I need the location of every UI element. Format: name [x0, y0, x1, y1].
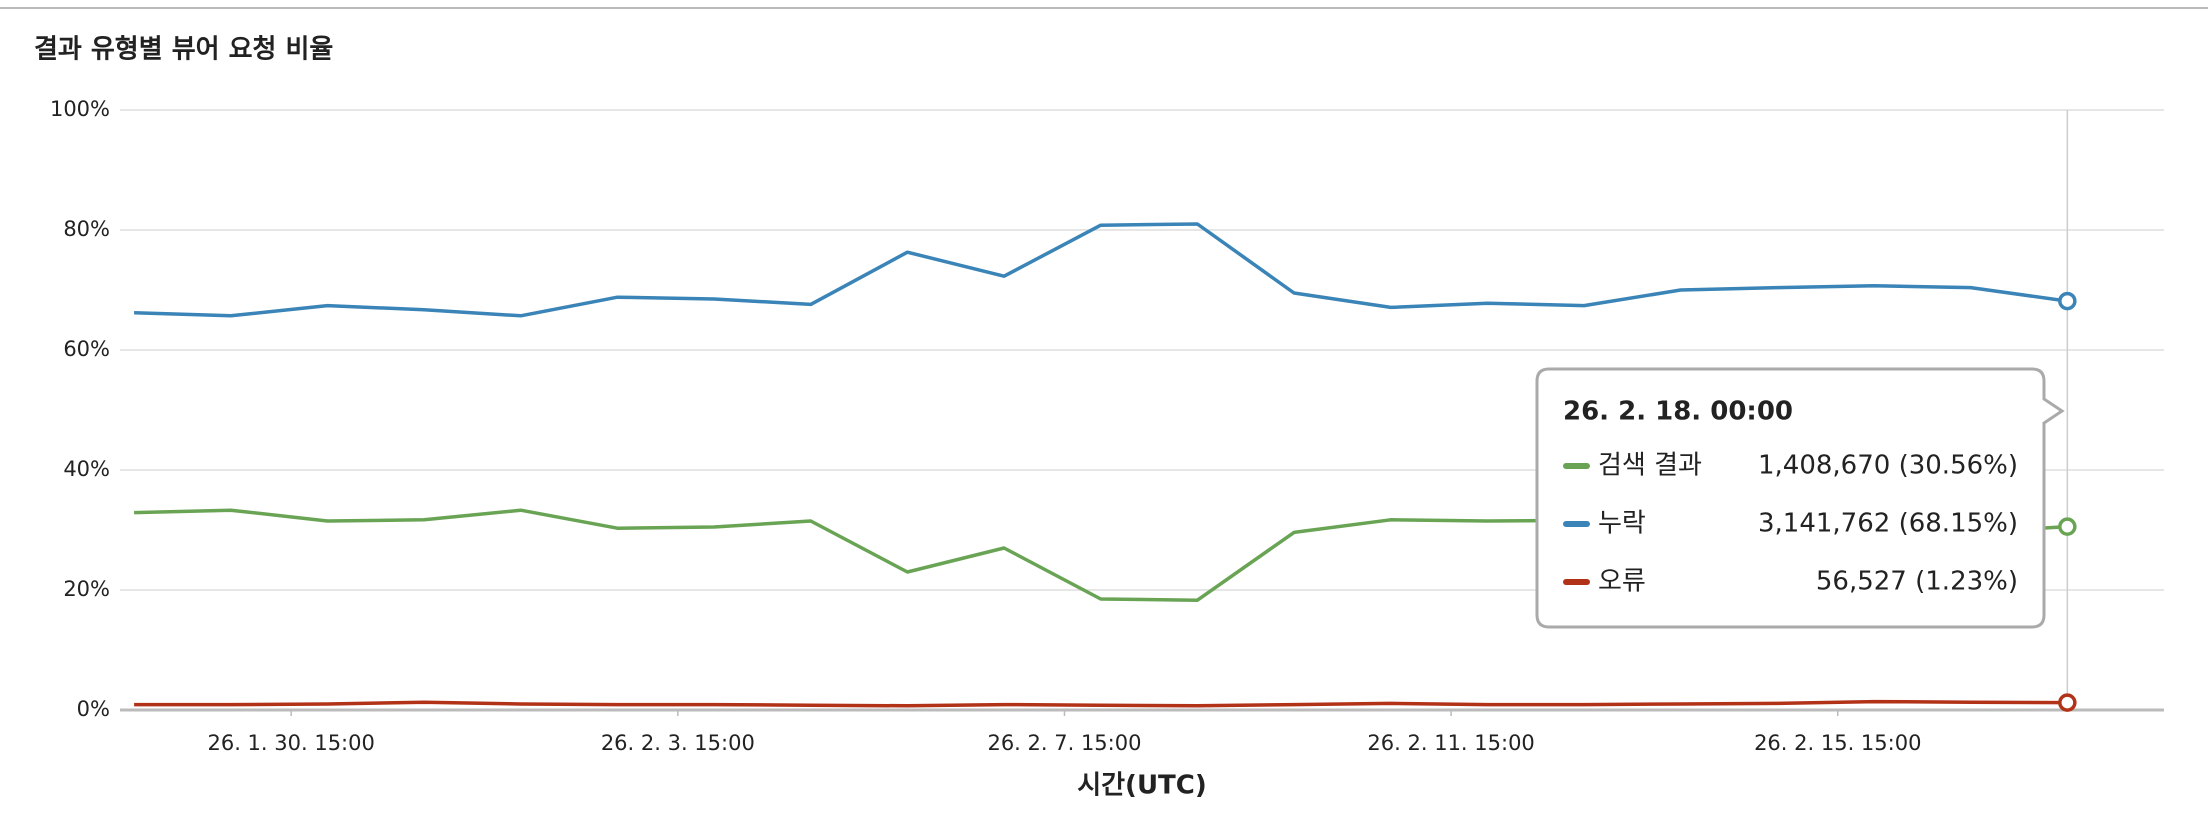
y-tick-label: 0% — [77, 697, 110, 721]
y-tick-label: 60% — [63, 337, 110, 361]
chart-title: 결과 유형별 뷰어 요청 비율 — [34, 35, 333, 65]
series-line — [134, 222, 2068, 318]
y-tick-label: 20% — [63, 577, 110, 601]
tooltip-series-name: 검색 결과 — [1598, 451, 1702, 481]
tooltip-series-name: 누락 — [1598, 509, 1646, 539]
hover-marker — [2058, 693, 2077, 712]
tooltip-series-name: 오류 — [1598, 567, 1646, 597]
tooltip-value: 56,527 (1.23%) — [1816, 567, 2018, 597]
x-axis-label: 시간(UTC) — [1077, 771, 1207, 801]
y-tick-label: 40% — [63, 457, 110, 481]
series-line — [134, 699, 2068, 708]
y-tick-label: 100% — [50, 97, 110, 121]
x-tick-label: 26. 2. 15. 15:00 — [1754, 731, 1921, 755]
tooltip-value: 3,141,762 (68.15%) — [1758, 509, 2018, 539]
tooltip-title: 26. 2. 18. 00:00 — [1563, 397, 1793, 427]
x-tick-label: 26. 1. 30. 15:00 — [207, 731, 374, 755]
tooltip: 26. 2. 18. 00:00 검색 결과 1,408,670 (30.56%) 누… — [1535, 367, 2065, 629]
hover-marker — [2058, 291, 2077, 311]
hover-marker — [2058, 517, 2077, 536]
x-tick-label: 26. 2. 7. 15:00 — [987, 731, 1141, 755]
x-tick-label: 26. 2. 11. 15:00 — [1367, 731, 1534, 755]
tooltip-box — [1535, 367, 2065, 629]
y-tick-label: 80% — [63, 217, 110, 241]
tooltip-value: 1,408,670 (30.56%) — [1758, 451, 2018, 481]
x-tick-label: 26. 2. 3. 15:00 — [601, 731, 755, 755]
